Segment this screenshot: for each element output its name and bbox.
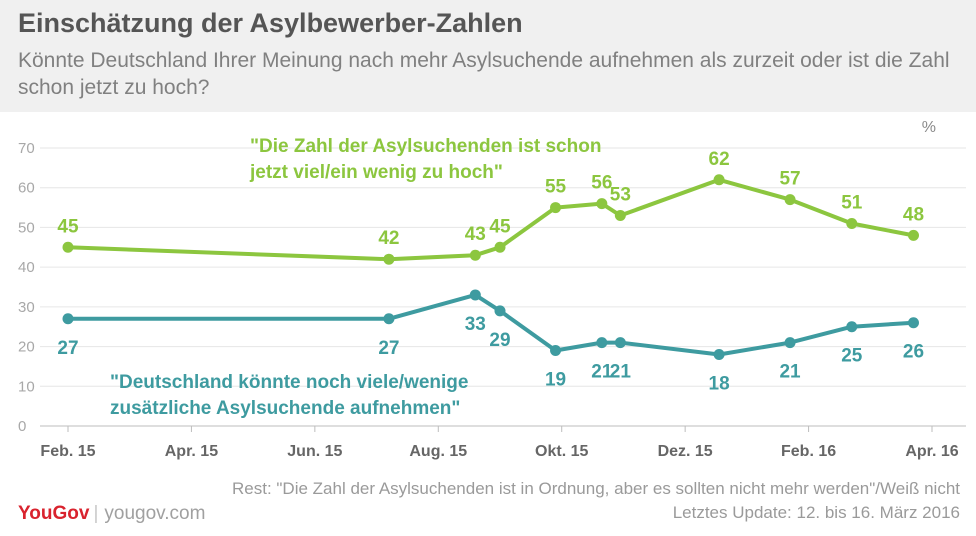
data-point: [713, 349, 725, 361]
data-point: [596, 198, 608, 210]
data-point: [846, 321, 858, 333]
brand: YouGov | yougov.com: [18, 503, 205, 525]
y-tick-label: 60: [18, 180, 35, 197]
data-label: 18: [709, 374, 730, 395]
y-tick-label: 20: [18, 339, 35, 356]
series-name-2: "Deutschland könnte noch viele/wenige zus…: [110, 372, 468, 419]
x-tick-label: Feb. 15: [40, 443, 95, 460]
data-point: [469, 289, 481, 301]
series-names: "Die Zahl der Asylsuchenden ist schon jet…: [110, 136, 601, 419]
data-point: [907, 229, 919, 241]
data-point: [784, 337, 796, 349]
chart-title: Einschätzung der Asylbewerber-Zahlen: [18, 8, 523, 38]
x-tick-label: Apr. 16: [905, 443, 958, 460]
data-point: [469, 249, 481, 261]
x-tick-label: Okt. 15: [535, 443, 588, 460]
x-tick-label: Aug. 15: [409, 443, 467, 460]
series-name-line: jetzt viel/ein wenig zu hoch": [249, 162, 503, 183]
x-axis-ticks: Feb. 15 Apr. 15 Jun. 15 Aug. 15 Okt. 15 Dez. …: [40, 426, 959, 460]
data-point: [550, 345, 562, 357]
data-label: 56: [591, 173, 612, 194]
data-point: [62, 313, 74, 325]
data-label: 25: [841, 346, 863, 367]
y-tick-label: 50: [18, 219, 35, 236]
data-point: [907, 317, 919, 329]
x-tick-label: Jun. 15: [287, 443, 342, 460]
data-point: [596, 337, 608, 349]
series-name-line: "Die Zahl der Asylsuchenden ist schon: [250, 136, 601, 157]
y-tick-label: 30: [18, 299, 35, 316]
data-label: 51: [841, 192, 863, 213]
data-label: 26: [903, 342, 924, 363]
data-label: 62: [709, 149, 730, 170]
site-link[interactable]: yougov.com: [104, 503, 206, 524]
data-label: 55: [545, 177, 567, 198]
data-point: [614, 337, 626, 349]
x-tick-label: Dez. 15: [658, 443, 713, 460]
series-name-line: zusätzliche Asylsuchende aufnehmen": [110, 398, 460, 419]
data-point: [614, 210, 626, 222]
y-tick-label: 10: [18, 378, 35, 395]
data-label: 21: [779, 362, 801, 383]
y-axis-ticks: 0 10 20 30 40 50 60 70: [18, 140, 35, 435]
series-name-line: "Deutschland könnte noch viele/wenige: [110, 372, 468, 393]
data-label: 29: [489, 330, 510, 351]
data-point: [494, 305, 506, 317]
data-label: 27: [378, 338, 399, 359]
data-point: [383, 313, 395, 325]
data-point: [784, 194, 796, 206]
brand-separator: |: [93, 503, 99, 524]
line-chart: 0 10 20 30 40 50 60 70 Feb. 15 Apr. 15 Jun. 15 Aug…: [18, 119, 966, 460]
grid-lines: [40, 147, 966, 427]
y-tick-label: 40: [18, 259, 35, 276]
x-tick-label: Feb. 16: [781, 443, 836, 460]
data-point: [550, 202, 562, 214]
data-label: 27: [57, 338, 78, 359]
x-tick-label: Apr. 15: [165, 443, 218, 460]
data-label: 48: [903, 204, 924, 225]
data-label: 21: [591, 362, 613, 383]
data-label: 45: [489, 216, 511, 237]
data-label: 45: [57, 216, 79, 237]
data-point: [383, 253, 395, 265]
footer-rest-note: Rest: "Die Zahl der Asylsuchenden ist in…: [232, 479, 960, 498]
series-name-1: "Die Zahl der Asylsuchenden ist schon jet…: [249, 136, 601, 183]
data-point: [62, 241, 74, 253]
header-band: Einschätzung der Asylbewerber-Zahlen Kön…: [0, 0, 976, 112]
data-label: 43: [465, 224, 486, 245]
data-label: 42: [378, 228, 399, 249]
y-tick-label: 70: [18, 140, 35, 157]
data-label: 19: [545, 370, 566, 391]
chart-subtitle: Könnte Deutschland Ihrer Meinung nach me…: [18, 49, 950, 99]
yougov-logo: YouGov: [18, 503, 90, 524]
data-label: 57: [779, 169, 800, 190]
footer-update: Letztes Update: 12. bis 16. März 2016: [672, 503, 960, 522]
data-label: 33: [465, 314, 486, 335]
data-label: 53: [610, 185, 631, 206]
data-point: [846, 217, 858, 229]
data-label: 21: [610, 362, 632, 383]
data-point: [494, 241, 506, 253]
y-tick-label: 0: [18, 418, 26, 435]
data-point: [713, 174, 725, 186]
unit-label: %: [922, 119, 936, 136]
